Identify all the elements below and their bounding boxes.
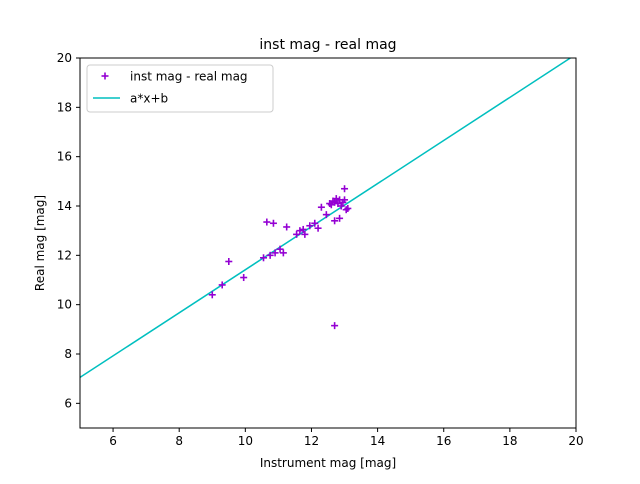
scatter-point (240, 274, 248, 282)
scatter-point (341, 196, 349, 204)
scatter-point (317, 203, 325, 211)
scatter-point (331, 217, 339, 225)
legend: inst mag - real mag a*x+b (86, 64, 274, 113)
legend-label: a*x+b (130, 92, 168, 106)
y-tick-label: 12 (57, 248, 72, 262)
plot-frame (79, 57, 577, 429)
y-axis: 6 8 10 12 14 16 18 20 (57, 51, 80, 410)
x-tick-label: 12 (304, 434, 319, 448)
chart-title: inst mag - real mag (259, 37, 396, 53)
x-tick-label: 14 (370, 434, 385, 448)
scatter-point (301, 230, 309, 238)
plot-area (79, 57, 577, 429)
scatter-point (337, 202, 345, 210)
scatter-point (332, 195, 340, 203)
x-tick-label: 18 (502, 434, 517, 448)
scatter-point (314, 224, 322, 232)
y-axis-label: Real mag [mag] (33, 195, 47, 291)
scatter-point (269, 219, 277, 227)
scatter-point (266, 251, 274, 259)
scatter-point (311, 219, 319, 227)
scatter-point (263, 218, 271, 226)
scatter-point (225, 258, 233, 265)
scatter-point (279, 249, 287, 257)
x-axis: 6 8 10 12 14 16 18 20 (109, 428, 584, 448)
y-tick-label: 16 (57, 150, 72, 164)
y-tick-label: 8 (64, 347, 72, 361)
scatter-point (260, 254, 268, 262)
scatter-point (331, 198, 339, 206)
y-tick-label: 6 (64, 396, 72, 410)
scatter-point (276, 245, 284, 253)
y-tick-label: 14 (57, 199, 72, 213)
x-tick-label: 8 (175, 434, 183, 448)
y-tick-label: 10 (57, 298, 72, 312)
scatter-point (296, 227, 304, 235)
legend-label: inst mag - real mag (130, 70, 248, 84)
scatter-point (293, 230, 301, 238)
legend-box (86, 64, 274, 113)
y-tick-label: 18 (57, 100, 72, 114)
plot-data-layer (80, 58, 572, 379)
scatter-point (336, 214, 344, 222)
y-tick-label: 20 (57, 51, 72, 65)
scatter-point (306, 222, 314, 230)
x-axis-label: Instrument mag [mag] (260, 456, 396, 470)
scatter-point (208, 291, 216, 299)
scatter-point (344, 204, 352, 212)
scatter-point (271, 249, 279, 257)
scatter-point (299, 225, 307, 233)
scatter-point (331, 322, 339, 330)
x-tick-label: 20 (568, 434, 583, 448)
fit-line (80, 58, 572, 379)
scatter-point (341, 185, 349, 193)
legend-marker-scatter (101, 72, 109, 80)
scatter-point (322, 211, 330, 219)
x-tick-label: 16 (436, 434, 451, 448)
scatter-point (218, 281, 226, 289)
scatter-point (283, 223, 291, 231)
x-tick-label: 6 (109, 434, 117, 448)
x-tick-label: 10 (238, 434, 253, 448)
